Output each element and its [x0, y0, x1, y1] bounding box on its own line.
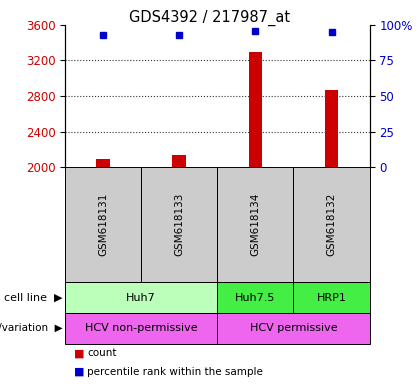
- Text: genotype/variation  ▶: genotype/variation ▶: [0, 323, 63, 333]
- Text: Huh7: Huh7: [126, 293, 156, 303]
- Text: HCV permissive: HCV permissive: [249, 323, 337, 333]
- Bar: [249, 53, 262, 167]
- Text: ■: ■: [74, 367, 84, 377]
- Text: cell line  ▶: cell line ▶: [5, 293, 63, 303]
- Text: GDS4392 / 217987_at: GDS4392 / 217987_at: [129, 10, 291, 26]
- Text: percentile rank within the sample: percentile rank within the sample: [87, 367, 263, 377]
- Text: GSM618132: GSM618132: [326, 193, 336, 257]
- Text: HCV non-permissive: HCV non-permissive: [85, 323, 197, 333]
- Bar: [173, 155, 186, 167]
- Text: GSM618131: GSM618131: [98, 193, 108, 257]
- Text: Huh7.5: Huh7.5: [235, 293, 276, 303]
- Text: GSM618133: GSM618133: [174, 193, 184, 257]
- Text: GSM618134: GSM618134: [250, 193, 260, 257]
- Text: ■: ■: [74, 348, 84, 358]
- Text: count: count: [87, 348, 116, 358]
- Bar: [325, 90, 339, 167]
- Text: HRP1: HRP1: [317, 293, 346, 303]
- Bar: [96, 159, 110, 167]
